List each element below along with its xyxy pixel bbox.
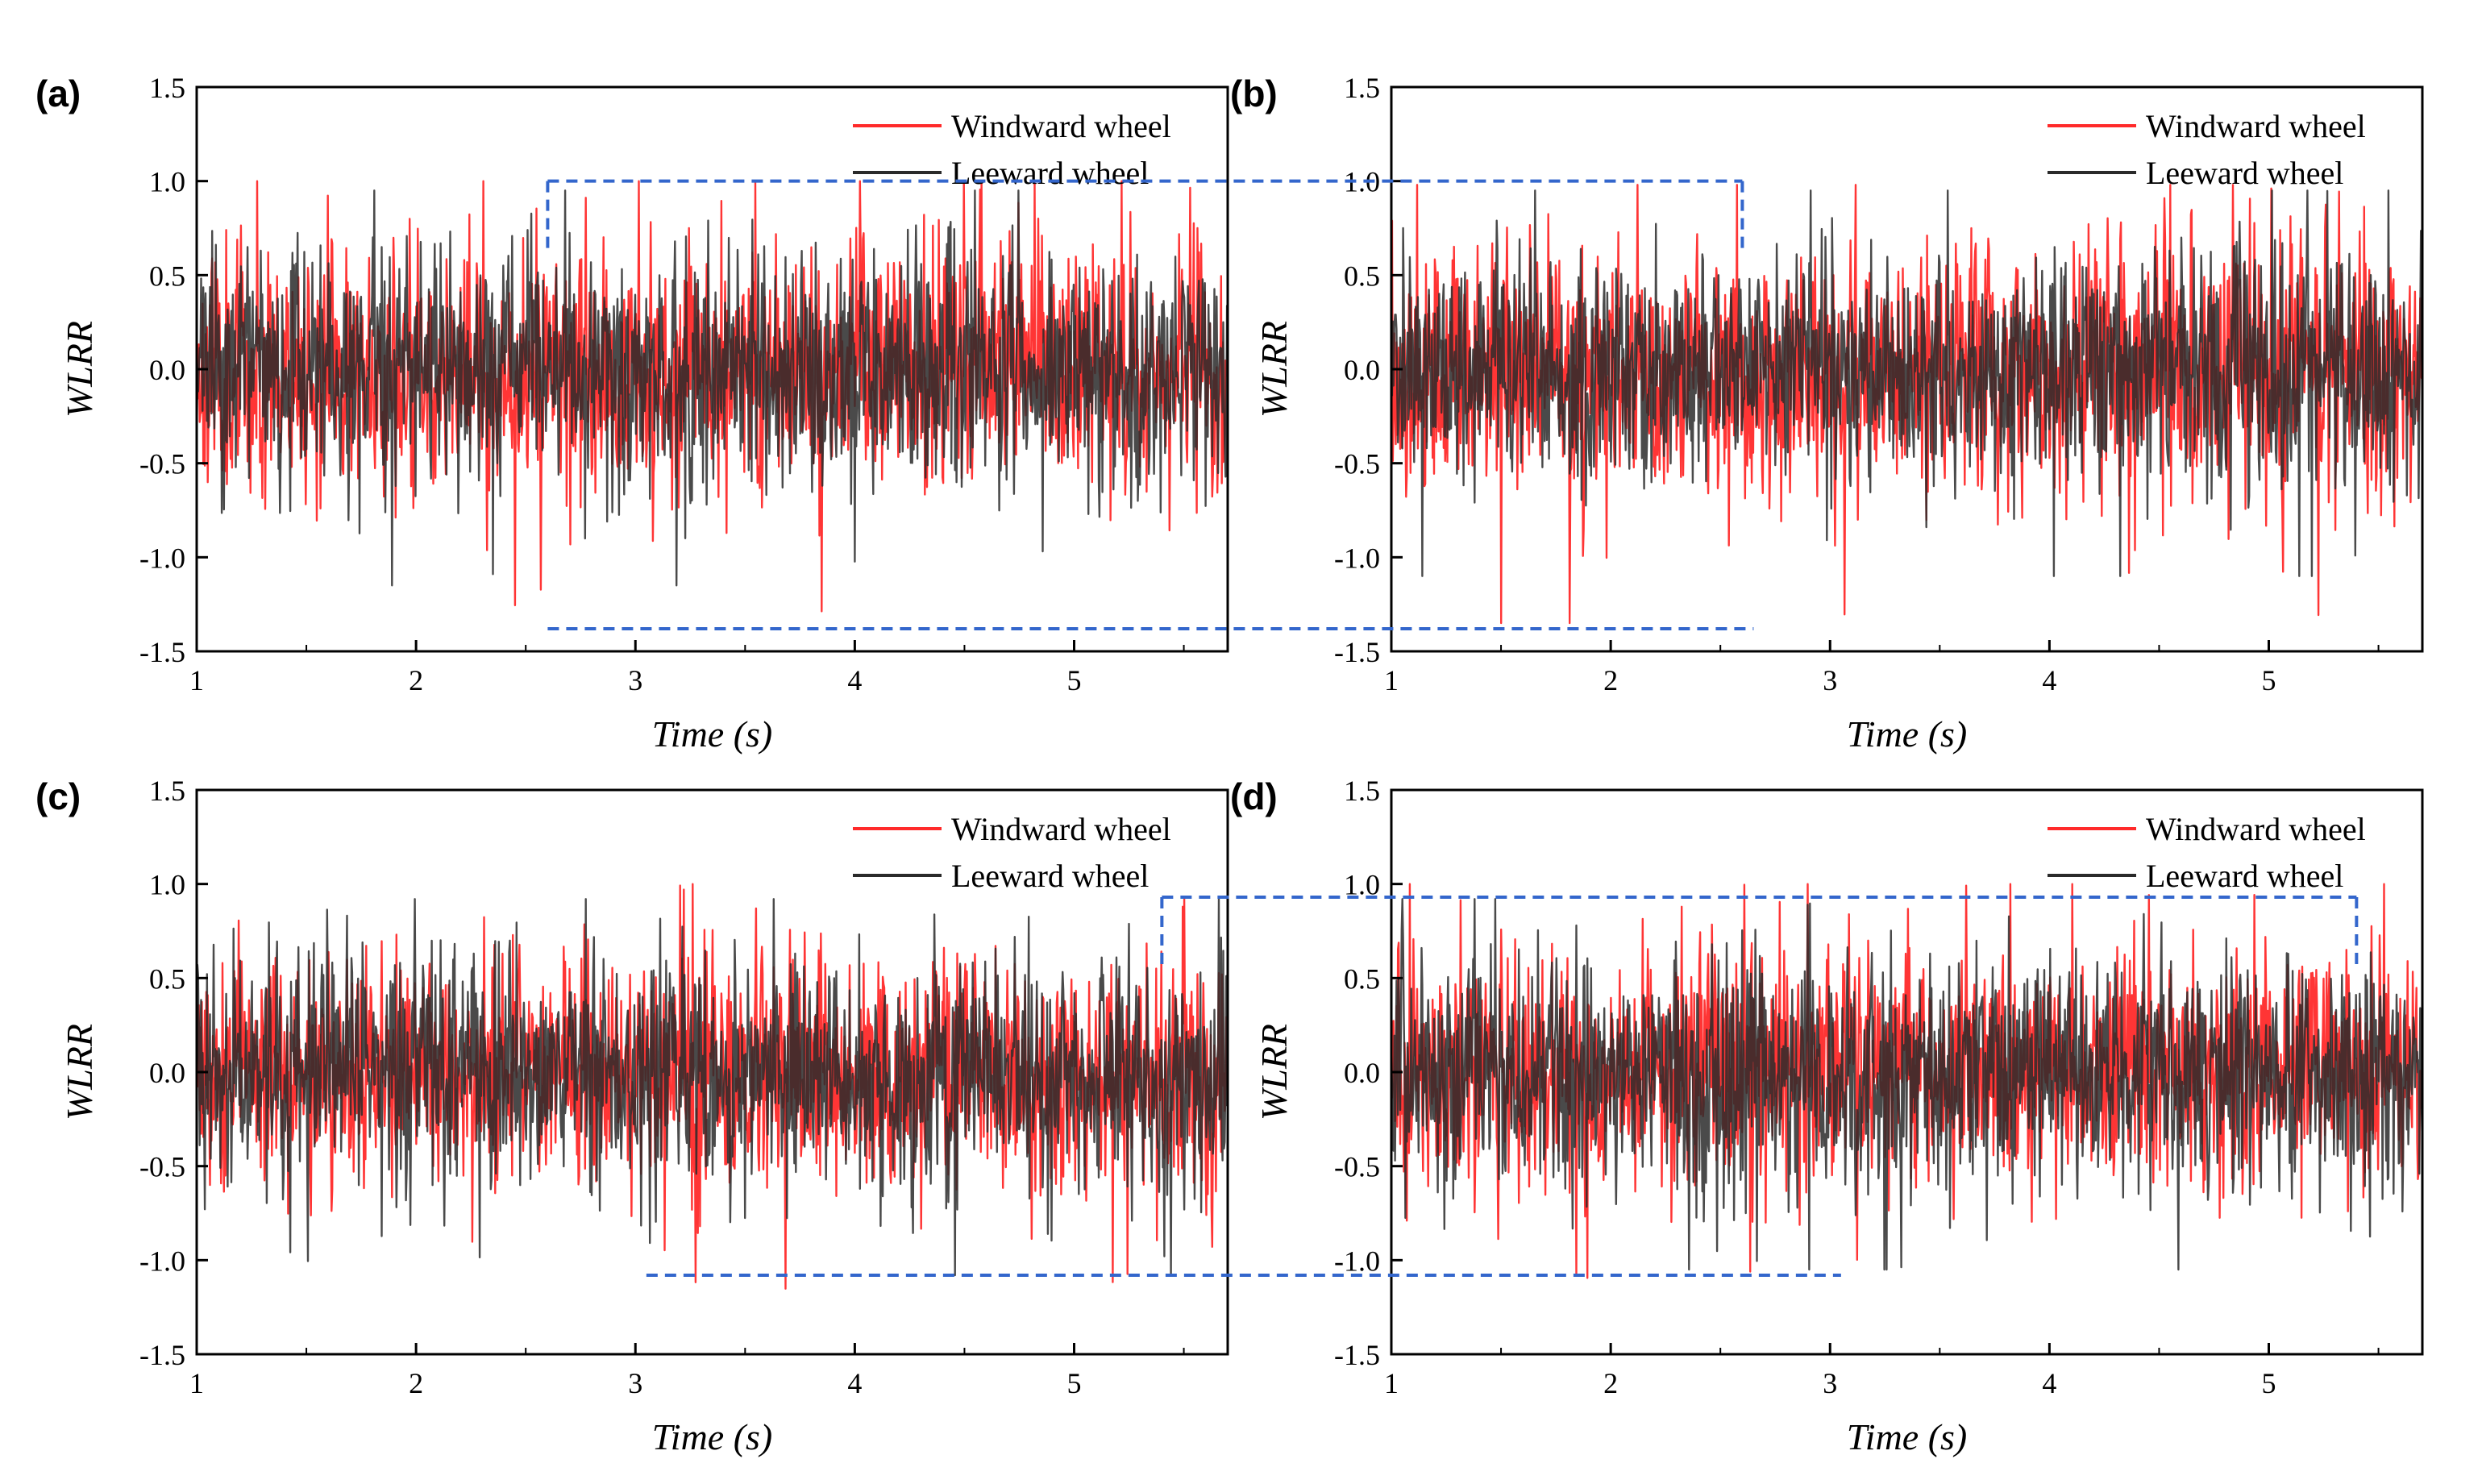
series-line-leeward-wheel [197, 189, 1228, 587]
legend-label: Windward wheel [2146, 811, 2366, 847]
panel-label: (c) [35, 775, 81, 817]
x-axis-title: Time (s) [1847, 713, 1968, 754]
y-tick-label: -0.5 [139, 1151, 185, 1183]
y-tick-label: 0.5 [1344, 962, 1380, 995]
x-tick-label: 4 [847, 1367, 862, 1399]
x-axis-title: Time (s) [1847, 1416, 1968, 1457]
legend: Windward wheel Leeward wheel [2048, 108, 2366, 191]
legend: Windward wheel Leeward wheel [853, 108, 1171, 191]
y-tick-label: -1.0 [139, 542, 185, 574]
x-axis-title: Time (s) [652, 713, 773, 754]
panel-label: (b) [1230, 73, 1278, 114]
y-tick-label: 1.0 [149, 869, 185, 901]
plot-area [1391, 184, 2422, 625]
y-tick-label: 0.5 [149, 962, 185, 995]
series-line-windward-wheel [197, 883, 1228, 1290]
series-line-leeward-wheel [197, 898, 1228, 1277]
x-axis-title: Time (s) [652, 1416, 773, 1457]
plot-area [1391, 883, 2422, 1279]
plot-area [197, 180, 1228, 613]
x-tick-label: 3 [628, 1367, 642, 1399]
y-tick-label: 0.0 [1344, 1057, 1380, 1089]
y-tick-label: -1.5 [1334, 1339, 1380, 1371]
x-tick-label: 2 [1603, 1367, 1618, 1399]
panel-c: 1 2 3 4 5 1.5 1.0 0.5 0.0 -0.5 -1.0 -1.5 Time (s) WLR… [35, 775, 1229, 1457]
plot-area [197, 883, 1228, 1290]
panel-a: 1 2 3 4 5 1.5 1.0 0.5 0.0 -0.5 -1.0 -1.5 Time (s) WLR… [35, 72, 1229, 754]
y-tick-label: 0.0 [149, 354, 185, 386]
x-tick-label: 3 [1823, 1367, 1837, 1399]
legend-label: Leeward wheel [2146, 155, 2343, 191]
x-tick-label: 4 [2042, 1367, 2056, 1399]
y-tick-label: -1.0 [1334, 1245, 1380, 1277]
panels: 1 2 3 4 5 1.5 1.0 0.5 0.0 -0.5 -1.0 -1.5 Time (s) WLR… [35, 72, 2424, 1457]
legend: Windward wheel Leeward wheel [853, 811, 1171, 894]
y-tick-label: -0.5 [1334, 448, 1380, 480]
panel-label: (d) [1230, 775, 1278, 817]
x-tick-label: 5 [2262, 664, 2276, 696]
y-axis-title: WLRR [1253, 321, 1295, 418]
x-tick-label: 2 [1603, 664, 1618, 696]
y-tick-label: 1.5 [149, 775, 185, 807]
legend-label: Windward wheel [2146, 108, 2366, 144]
x-tick-label: 1 [1384, 1367, 1399, 1399]
legend-label: Leeward wheel [951, 155, 1149, 191]
y-tick-label: 1.5 [149, 72, 185, 104]
y-tick-label: -0.5 [139, 448, 185, 480]
panel-label: (a) [35, 73, 81, 114]
x-tick-label: 5 [2262, 1367, 2276, 1399]
y-tick-label: 1.5 [1344, 775, 1380, 807]
y-tick-label: 0.5 [1344, 260, 1380, 292]
legend-label: Leeward wheel [2146, 858, 2343, 894]
x-tick-label: 2 [409, 1367, 423, 1399]
legend-label: Leeward wheel [951, 858, 1149, 894]
x-tick-label: 1 [1384, 664, 1399, 696]
y-axis-title: WLRR [59, 321, 100, 418]
x-tick-label: 4 [2042, 664, 2056, 696]
x-tick-label: 5 [1067, 1367, 1082, 1399]
y-tick-label: 1.0 [149, 166, 185, 198]
x-tick-label: 1 [189, 664, 204, 696]
series-line-leeward-wheel [1391, 189, 2422, 577]
x-tick-label: 1 [189, 1367, 204, 1399]
x-tick-label: 5 [1067, 664, 1082, 696]
y-tick-label: 0.5 [149, 260, 185, 292]
comparison-guides [546, 179, 2359, 1277]
y-tick-label: -1.0 [139, 1245, 185, 1277]
y-tick-label: -1.5 [139, 636, 185, 668]
y-tick-label: -0.5 [1334, 1151, 1380, 1183]
y-axis-title: WLRR [1253, 1024, 1295, 1120]
y-tick-label: -1.5 [139, 1339, 185, 1371]
y-tick-label: 0.0 [149, 1057, 185, 1089]
x-tick-label: 3 [628, 664, 642, 696]
series-line-leeward-wheel [1391, 898, 2422, 1271]
legend-label: Windward wheel [951, 811, 1171, 847]
y-tick-label: -1.0 [1334, 542, 1380, 574]
legend-label: Windward wheel [951, 108, 1171, 144]
y-tick-label: -1.5 [1334, 636, 1380, 668]
x-tick-label: 2 [409, 664, 423, 696]
y-axis-title: WLRR [59, 1024, 100, 1120]
x-tick-label: 4 [847, 664, 862, 696]
legend: Windward wheel Leeward wheel [2048, 811, 2366, 894]
x-tick-label: 3 [1823, 664, 1837, 696]
y-tick-label: 0.0 [1344, 354, 1380, 386]
y-tick-label: 1.5 [1344, 72, 1380, 104]
